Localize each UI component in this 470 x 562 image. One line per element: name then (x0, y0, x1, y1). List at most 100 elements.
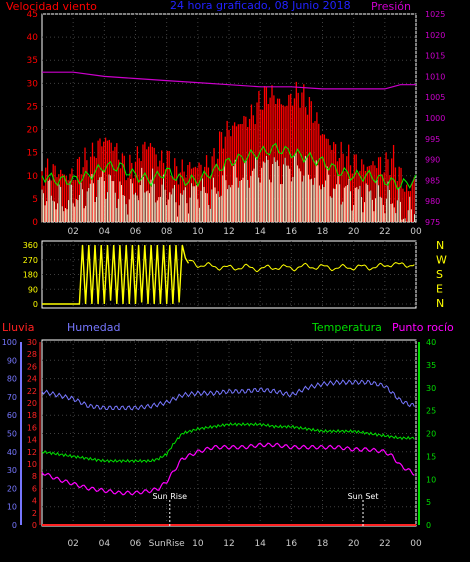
x-tick-label: SunRise (149, 539, 186, 549)
humidity-tick-label: 90 (7, 356, 17, 365)
rain-label: Lluvia (2, 321, 34, 334)
temperature-tick-label: 25 (426, 407, 436, 416)
x-tick-label: 14 (254, 227, 266, 237)
wind-speed-tick-label: 40 (27, 33, 39, 43)
humidity-tick-label: 20 (7, 484, 17, 493)
x-tick-label: 04 (99, 227, 111, 237)
x-tick-label: 06 (130, 539, 142, 549)
humidity-label: Humedad (67, 321, 120, 334)
x-tick-label: 10 (192, 539, 204, 549)
pressure-tick-label: 1005 (425, 93, 445, 102)
wind-direction-degree-axis: 0 90 180 270 360 (23, 241, 38, 309)
direction-degree-tick-label: 270 (23, 256, 38, 265)
humidity-axis: 0 10 20 30 40 50 60 70 80 90 100 (2, 338, 22, 530)
wind-direction-line (188, 259, 415, 273)
rain-tick-label: 18 (27, 411, 37, 420)
x-tick-label: 02 (67, 227, 78, 237)
compass-tick-label: S (436, 268, 443, 281)
x-tick-label: 02 (67, 539, 78, 549)
pressure-line (42, 71, 416, 90)
wind-speed-line (41, 142, 417, 190)
temperature-tick-label: 15 (426, 452, 436, 461)
humidity-tick-label: 70 (7, 393, 17, 402)
compass-tick-label: N (436, 297, 444, 310)
x-tick-label: 00 (410, 539, 422, 549)
pressure-axis-label: Presión (371, 0, 411, 13)
wind-speed-tick-label: 45 (27, 10, 38, 20)
rain-tick-label: 24 (27, 375, 37, 384)
pressure-tick-label: 990 (425, 156, 440, 165)
humidity-tick-label: 0 (12, 521, 17, 530)
pressure-tick-label: 985 (425, 176, 440, 185)
average-bars (41, 152, 415, 222)
x-tick-label: 20 (348, 539, 360, 549)
x-tick-label: 16 (286, 539, 298, 549)
wind-speed-tick-label: 0 (32, 218, 38, 228)
temperature-tick-label: 0 (426, 521, 431, 530)
wind-direction-plot-frame (41, 240, 417, 309)
x-tick-label: 12 (223, 539, 234, 549)
pressure-tick-label: 975 (425, 218, 440, 227)
wind-speed-tick-label: 30 (27, 79, 39, 89)
wind-speed-tick-label: 20 (27, 126, 39, 136)
direction-degree-tick-label: 90 (28, 285, 38, 294)
pressure-tick-label: 1015 (425, 52, 445, 61)
rain-tick-label: 2 (32, 509, 37, 518)
x-tick-label: 08 (161, 227, 173, 237)
rain-tick-label: 28 (27, 350, 37, 359)
humidity-tick-label: 40 (7, 448, 17, 457)
temperature-label: Temperatura (311, 321, 382, 334)
humidity-tick-label: 80 (7, 375, 17, 384)
sun-annotation-label: Sun Set (348, 492, 379, 501)
rain-tick-label: 4 (32, 497, 37, 506)
x-tick-label: 16 (286, 227, 298, 237)
compass-tick-label: N (436, 239, 444, 252)
humidity-line (41, 379, 415, 411)
humidity-tick-label: 10 (7, 503, 17, 512)
wind-direction-line (42, 244, 190, 305)
direction-degree-tick-label: 180 (23, 271, 38, 280)
x-tick-label: 00 (410, 227, 422, 237)
x-tick-label: 18 (317, 227, 329, 237)
wind-speed-tick-label: 15 (27, 149, 38, 159)
x-tick-label: 04 (99, 539, 111, 549)
temperature-humidity-grid (42, 340, 417, 526)
dew-point-label: Punto rocío (392, 321, 454, 334)
humidity-tick-label: 60 (7, 411, 17, 420)
x-tick-label: 10 (192, 227, 204, 237)
humidity-tick-label: 30 (7, 466, 17, 475)
x-tick-label: 22 (379, 539, 390, 549)
wind-speed-tick-label: 35 (27, 56, 38, 66)
pressure-tick-label: 1025 (425, 10, 445, 19)
pressure-tick-label: 980 (425, 197, 440, 206)
temperature-tick-label: 40 (426, 338, 436, 347)
rain-tick-label: 6 (32, 484, 37, 493)
x-tick-label: 20 (348, 227, 360, 237)
temperature-humidity-x-axis: 02 04 06 SunRise 10 12 14 16 18 20 22 00 (67, 539, 422, 549)
temperature-line (41, 422, 415, 464)
x-tick-label: 12 (223, 227, 234, 237)
rain-tick-label: 30 (27, 338, 37, 347)
x-tick-label: 22 (379, 227, 390, 237)
wind-speed-tick-label: 10 (27, 172, 39, 182)
pressure-tick-label: 1010 (425, 72, 445, 81)
temperature-tick-label: 20 (426, 430, 436, 439)
temperature-tick-label: 10 (426, 475, 436, 484)
wind-speed-axis: 0 5 10 15 20 25 30 35 40 45 (27, 10, 39, 228)
rain-tick-label: 14 (27, 436, 37, 445)
compass-tick-label: W (436, 254, 447, 267)
temperature-tick-label: 30 (426, 384, 436, 393)
humidity-tick-label: 50 (7, 430, 17, 439)
temperature-axis: 0 5 10 15 20 25 30 35 40 (418, 338, 436, 530)
x-tick-label: 18 (317, 539, 329, 549)
temperature-tick-label: 35 (426, 361, 436, 370)
wind-pressure-x-axis: 02 04 06 08 10 12 14 16 18 20 22 00 (67, 227, 422, 237)
rain-tick-label: 16 (27, 423, 37, 432)
pressure-axis: 975 980 985 990 995 1000 1005 1010 1015 1020 1025 (425, 10, 445, 227)
